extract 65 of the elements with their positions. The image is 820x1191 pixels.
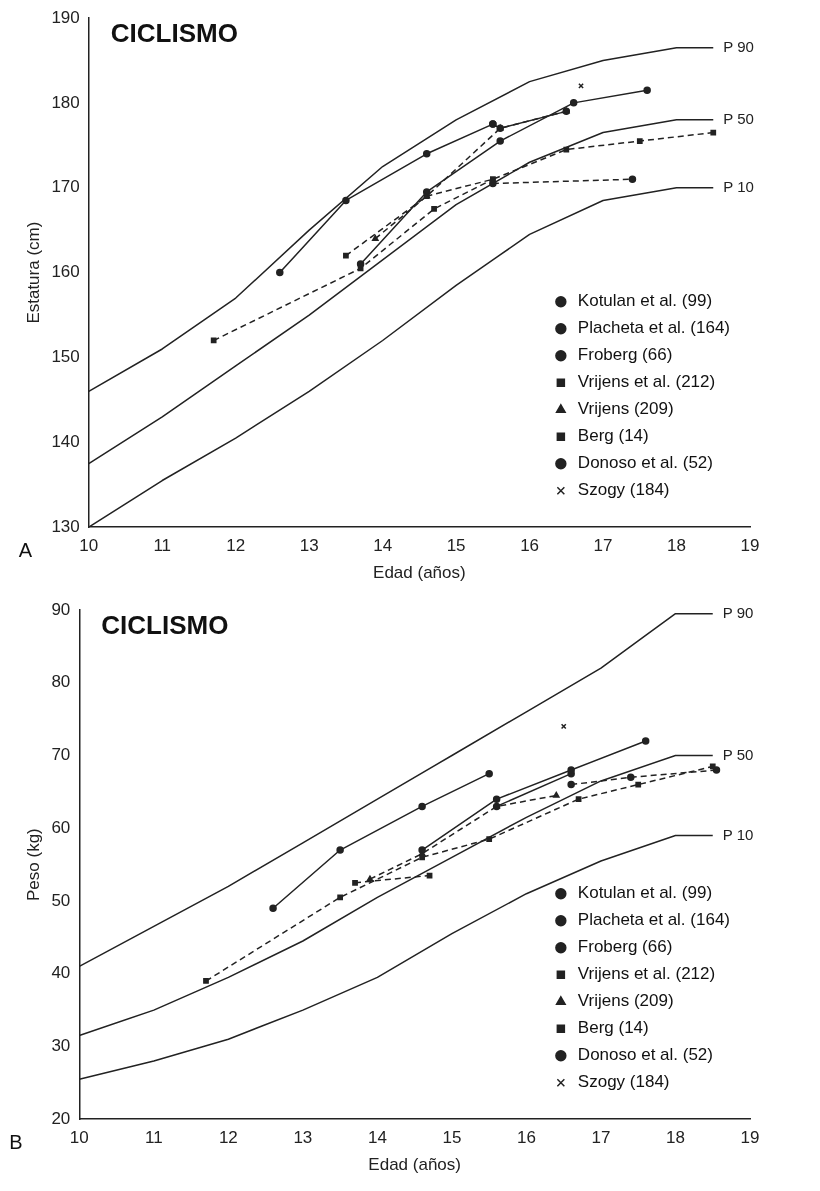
x-tick-label: 11 — [145, 1128, 163, 1148]
text: A — [18, 538, 33, 561]
x-axis-title: Edad (años) — [373, 563, 466, 583]
chart-title: CICLISMO — [101, 610, 229, 641]
x-tick-label: 13 — [293, 1128, 313, 1148]
y-tick-label: 150 — [51, 347, 80, 367]
y-tick-label: 130 — [51, 516, 80, 536]
y-tick-label: 140 — [51, 432, 80, 452]
x-axis-title: Edad (años) — [368, 1155, 461, 1175]
series-label: P 10 — [723, 177, 754, 195]
legend-label: Froberg (66) — [577, 937, 673, 957]
x-tick-label: 10 — [79, 536, 99, 556]
y-tick-label: 50 — [51, 890, 71, 910]
x-tick-label: 15 — [442, 1128, 462, 1148]
x-tick-label: 19 — [740, 1128, 760, 1148]
x-tick-label: 13 — [299, 536, 319, 556]
series-label: P 50 — [722, 745, 754, 763]
x-tick-label: 19 — [740, 536, 760, 556]
legend-label: Donoso et al. (52) — [577, 1045, 713, 1065]
x-tick-label: 14 — [367, 1128, 387, 1148]
chart-title: CICLISMO — [110, 18, 238, 49]
legend-label: Donoso et al. (52) — [577, 453, 713, 473]
x-tick-label: 14 — [373, 536, 393, 556]
legend-label: Placheta et al. (164) — [577, 318, 731, 338]
y-tick-label: 40 — [51, 963, 71, 983]
legend-label: Vrijens et al. (212) — [577, 964, 716, 984]
legend-label: Vrijens (209) — [577, 399, 674, 419]
series-label: P 90 — [722, 603, 754, 621]
y-tick-label: 170 — [51, 177, 80, 197]
legend-label: Kotulan et al. (99) — [577, 291, 713, 311]
x-tick-label: 18 — [666, 1128, 685, 1148]
y-tick-label: 180 — [51, 92, 80, 112]
series-label: P 50 — [723, 109, 754, 127]
y-tick-label: 80 — [51, 672, 71, 692]
x-tick-label: 12 — [218, 1128, 238, 1148]
y-tick-label: 20 — [51, 1108, 71, 1128]
text: B — [9, 1130, 23, 1153]
y-axis-title: Peso (kg) — [23, 828, 43, 901]
legend-label: Szogy (184) — [577, 1072, 670, 1092]
x-tick-label: 11 — [153, 536, 172, 556]
legend-label: Placheta et al. (164) — [577, 910, 731, 930]
x-tick-label: 12 — [226, 536, 246, 556]
y-tick-label: 190 — [51, 7, 80, 27]
x-tick-label: 15 — [446, 536, 466, 556]
x-tick-label: 17 — [591, 1128, 611, 1148]
series-label: P 10 — [722, 825, 754, 843]
x-tick-label: 16 — [520, 536, 540, 556]
x-tick-label: 10 — [69, 1128, 89, 1148]
series-label: P 90 — [723, 37, 754, 55]
legend-label: Vrijens (209) — [577, 991, 674, 1011]
legend-label: Berg (14) — [577, 426, 649, 446]
y-tick-label: 90 — [51, 599, 71, 619]
legend-label: Vrijens et al. (212) — [577, 372, 716, 392]
y-axis-title: Estatura (cm) — [23, 221, 43, 324]
x-tick-label: 17 — [593, 536, 613, 556]
y-tick-label: 60 — [51, 817, 71, 837]
legend-label: Berg (14) — [577, 1018, 649, 1038]
legend-label: Froberg (66) — [577, 345, 673, 365]
y-tick-label: 30 — [51, 1036, 71, 1056]
legend-label: Szogy (184) — [577, 480, 670, 500]
y-tick-label: 160 — [51, 262, 80, 282]
legend-label: Kotulan et al. (99) — [577, 883, 713, 903]
x-tick-label: 16 — [516, 1128, 536, 1148]
x-tick-label: 18 — [667, 536, 686, 556]
y-tick-label: 70 — [51, 745, 71, 765]
